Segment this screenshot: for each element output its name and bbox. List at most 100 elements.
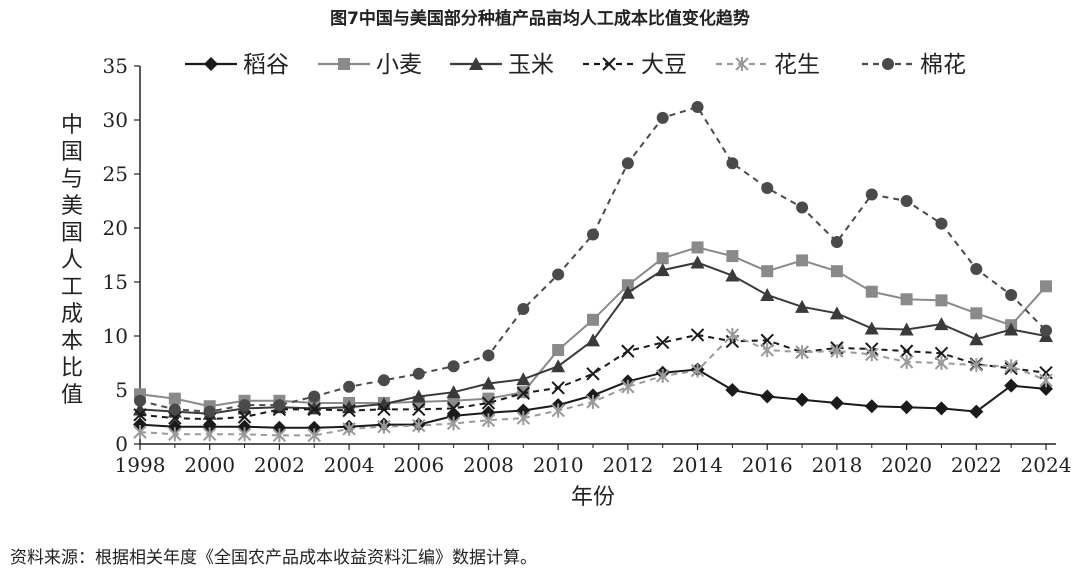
data-point [412, 367, 425, 380]
series-6 [134, 101, 1052, 418]
data-point [865, 285, 878, 298]
data-point [516, 386, 531, 400]
data-point [760, 333, 774, 348]
data-point [338, 58, 350, 70]
data-point [1040, 280, 1052, 293]
x-axis-label: 年份 [571, 485, 615, 510]
data-point [1039, 373, 1053, 388]
data-point [865, 347, 879, 362]
data-point-stroke [655, 335, 670, 350]
data-point [342, 403, 356, 418]
data-point [587, 228, 599, 241]
data-point [760, 343, 774, 358]
x-tick-label: 1998 [115, 453, 166, 477]
data-point [168, 411, 182, 425]
data-point [882, 58, 894, 70]
data-point [796, 254, 809, 267]
data-point [621, 279, 634, 292]
data-point [900, 195, 913, 207]
legend-entry: 稻谷 [185, 52, 289, 78]
x-tick-label: 2002 [254, 453, 305, 477]
x-tick-label: 2004 [324, 453, 375, 477]
data-point [481, 396, 496, 410]
y-axis-label-char: 本 [61, 329, 83, 354]
data-point [935, 217, 948, 230]
data-point [690, 328, 705, 342]
data-point [935, 294, 948, 307]
legend-entry: 花生 [716, 52, 820, 78]
data-point [168, 403, 181, 416]
data-point [204, 57, 218, 71]
data-point [690, 255, 705, 269]
data-point [760, 287, 775, 301]
data-point [969, 332, 984, 346]
legend-entry: 大豆 [583, 52, 687, 78]
data-point [203, 405, 216, 418]
legend-entry: 小麦 [318, 52, 422, 78]
data-point [691, 241, 704, 254]
data-point-stroke [899, 344, 914, 358]
legend-label: 稻谷 [243, 52, 289, 78]
data-point [308, 390, 321, 403]
data-point [830, 344, 844, 359]
data-point [447, 360, 460, 373]
y-tick-label: 20 [103, 216, 128, 240]
data-point [307, 401, 322, 415]
data-point [726, 157, 739, 170]
data-point [377, 402, 391, 417]
data-point-stroke [690, 328, 705, 342]
data-point-stroke [586, 367, 600, 381]
y-tick-label: 15 [103, 270, 128, 294]
legend-entry: 棉花 [862, 52, 966, 78]
data-point [307, 402, 321, 417]
data-point-stroke [133, 408, 147, 422]
data-point [795, 345, 809, 360]
data-point-stroke [602, 57, 616, 71]
data-point [864, 321, 879, 335]
y-axis-label-char: 中 [61, 113, 83, 138]
data-point [412, 418, 426, 433]
data-point [655, 368, 670, 383]
data-point [133, 425, 147, 440]
data-point [796, 201, 809, 214]
series-5 [133, 327, 1053, 443]
data-point [656, 111, 669, 124]
legend-label: 花生 [774, 52, 820, 78]
x-tick-label: 2016 [742, 453, 793, 477]
data-point [691, 101, 704, 114]
data-point-stroke [551, 381, 565, 395]
data-point [655, 335, 670, 350]
data-point [168, 427, 182, 442]
legend-label: 棉花 [920, 52, 966, 78]
data-point-stroke [621, 344, 635, 358]
data-point [760, 389, 775, 404]
data-point [272, 428, 287, 443]
data-point [934, 356, 949, 370]
data-point [516, 411, 531, 426]
data-point [970, 307, 983, 320]
data-point [621, 157, 634, 170]
data-point-stroke [760, 333, 774, 348]
data-point [795, 392, 810, 407]
data-point [551, 403, 565, 418]
data-point [307, 428, 321, 443]
data-point [899, 400, 914, 415]
series-2 [134, 241, 1052, 413]
x-tick-label: 2012 [602, 453, 653, 477]
data-point [377, 374, 390, 387]
data-point [1004, 359, 1018, 374]
x-tick-label: 2000 [184, 453, 235, 477]
y-axis-label-char: 国 [61, 140, 83, 165]
chart-title: 图7中国与美国部分种植产品亩均人工成本比值变化趋势 [330, 9, 750, 29]
data-point [552, 344, 565, 357]
data-point [602, 57, 616, 71]
data-point [830, 236, 843, 249]
x-tick-label: 2010 [533, 453, 584, 477]
data-point [411, 389, 426, 403]
y-axis-label-char: 与 [61, 167, 83, 192]
data-point [934, 346, 949, 360]
data-point-stroke [342, 403, 356, 418]
data-point [587, 313, 599, 326]
y-axis-label-char: 人 [61, 248, 83, 273]
data-point [725, 327, 740, 342]
